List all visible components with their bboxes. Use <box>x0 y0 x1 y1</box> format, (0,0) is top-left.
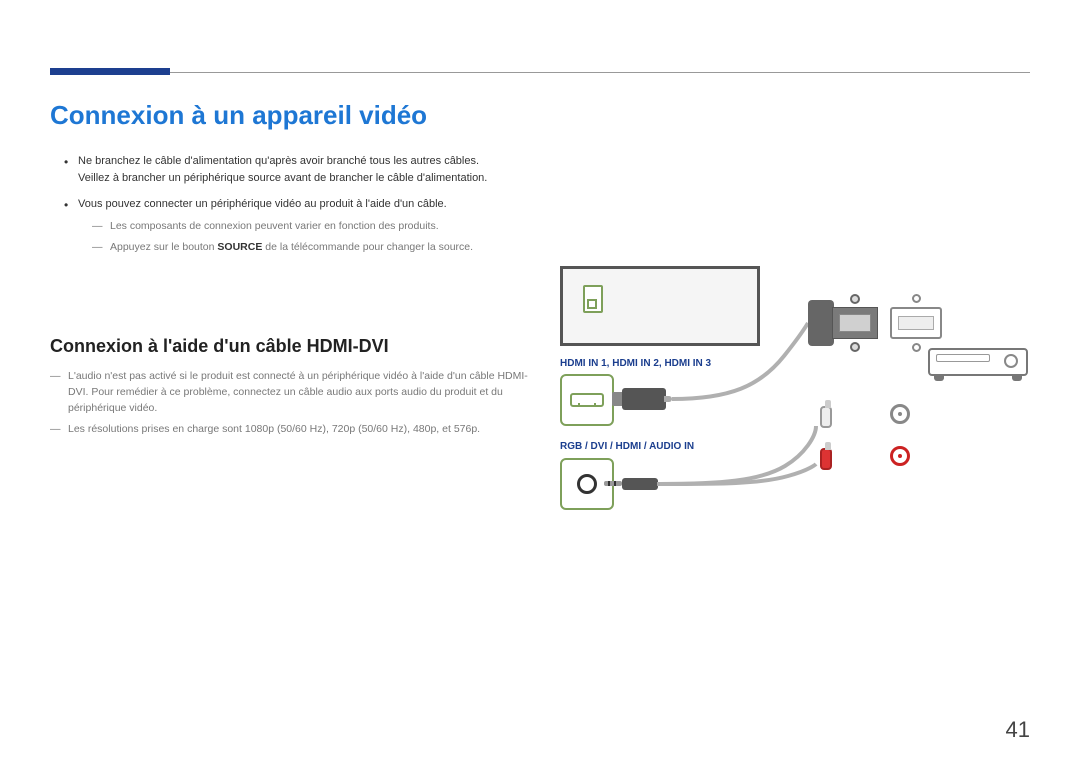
note-suffix: de la télécommande pour changer la sourc… <box>262 241 473 253</box>
dash-note: Les résolutions prises en charge sont 10… <box>50 422 530 438</box>
rca-white-plug-icon <box>820 406 832 428</box>
rca-white-port-icon <box>890 404 910 424</box>
dvi-connector-icon <box>832 307 878 339</box>
device-foot-icon <box>934 376 944 381</box>
dash-note: L'audio n'est pas activé si le produit e… <box>50 369 530 416</box>
note-prefix: Appuyez sur le bouton <box>110 241 217 253</box>
bullet-text-line2: Veillez à brancher un périphérique sourc… <box>78 172 487 184</box>
dvi-screw-icon <box>850 342 860 352</box>
dvi-port-screw-icon <box>912 294 921 303</box>
main-heading: Connexion à un appareil vidéo <box>50 100 1030 131</box>
dvi-cable-body <box>808 300 834 346</box>
rca-red-port-icon <box>890 446 910 466</box>
source-keyword: SOURCE <box>217 241 262 253</box>
dvi-screw-icon <box>850 294 860 304</box>
page-number: 41 <box>1006 717 1030 743</box>
connection-diagram: HDMI IN 1, HDMI IN 2, HDMI IN 3 RGB / DV… <box>560 266 1040 546</box>
device-knob-icon <box>1004 354 1018 368</box>
sub-heading: Connexion à l'aide d'un câble HDMI-DVI <box>50 336 530 357</box>
cable-hdmi-dvi <box>560 266 1040 546</box>
header-rule <box>50 72 1030 73</box>
device-tray-icon <box>936 354 990 362</box>
bullet-list: Ne branchez le câble d'alimentation qu'a… <box>50 153 1030 256</box>
bullet-item: Vous pouvez connecter un périphérique vi… <box>64 196 1030 256</box>
bullet-text: Vous pouvez connecter un périphérique vi… <box>78 198 447 210</box>
dvi-port-icon <box>890 307 942 339</box>
header-accent-bar <box>50 68 170 75</box>
dash-note: Appuyez sur le bouton SOURCE de la téléc… <box>92 240 1030 256</box>
bullet-item: Ne branchez le câble d'alimentation qu'a… <box>64 153 1030 186</box>
dash-note: Les composants de connexion peuvent vari… <box>92 219 1030 235</box>
dvi-port-screw-icon <box>912 343 921 352</box>
rca-red-plug-icon <box>820 448 832 470</box>
device-foot-icon <box>1012 376 1022 381</box>
bullet-text: Ne branchez le câble d'alimentation qu'a… <box>78 155 479 167</box>
